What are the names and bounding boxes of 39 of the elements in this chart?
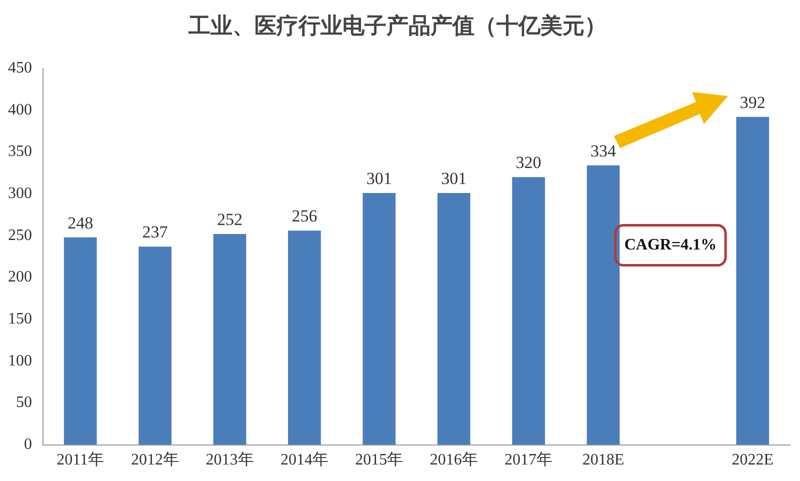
data-label: 256 [292, 206, 318, 226]
x-tick-label: 2015年 [355, 452, 404, 469]
y-tick-label: 400 [8, 101, 32, 118]
x-tick-label: 2012年 [131, 452, 180, 469]
data-label: 301 [441, 169, 467, 188]
data-label: 320 [516, 153, 542, 172]
data-label: 301 [366, 169, 392, 188]
data-label: 248 [68, 213, 94, 232]
data-label: 252 [217, 210, 242, 229]
annotation: CAGR=4.1% [624, 236, 717, 254]
x-tick-label: 2011年 [56, 452, 104, 469]
y-tick-label: 100 [8, 352, 32, 370]
chart-title: 工业、医疗行业电子产品产值（十亿美元） [188, 12, 606, 39]
data-label: 237 [142, 222, 168, 242]
y-tick-label: 450 [8, 60, 32, 77]
y-tick-label: 150 [8, 310, 32, 328]
bar [437, 193, 470, 445]
y-tick-label: 300 [8, 185, 32, 202]
bar [736, 116, 770, 445]
bar [288, 230, 321, 445]
bar [362, 193, 396, 445]
x-tick-label: 2014年 [280, 452, 328, 469]
x-tick-label: 2018E [582, 452, 624, 469]
data-label: 334 [590, 141, 616, 160]
x-tick-label: 2017年 [504, 452, 553, 469]
y-tick-label: 250 [8, 226, 32, 244]
y-tick-label: 200 [8, 268, 32, 286]
bar [512, 177, 545, 445]
y-tick-label: 350 [8, 143, 32, 160]
bar [213, 234, 246, 445]
data-label: 392 [740, 92, 766, 112]
y-tick-label: 50 [16, 394, 32, 412]
x-tick-label: 2022E [732, 452, 774, 469]
bar [64, 237, 97, 445]
bar [586, 165, 620, 445]
x-tick-label: 2013年 [206, 452, 254, 469]
x-tick-label: 2016年 [430, 452, 478, 469]
bar [138, 246, 172, 445]
y-tick-label: 0 [24, 436, 32, 454]
